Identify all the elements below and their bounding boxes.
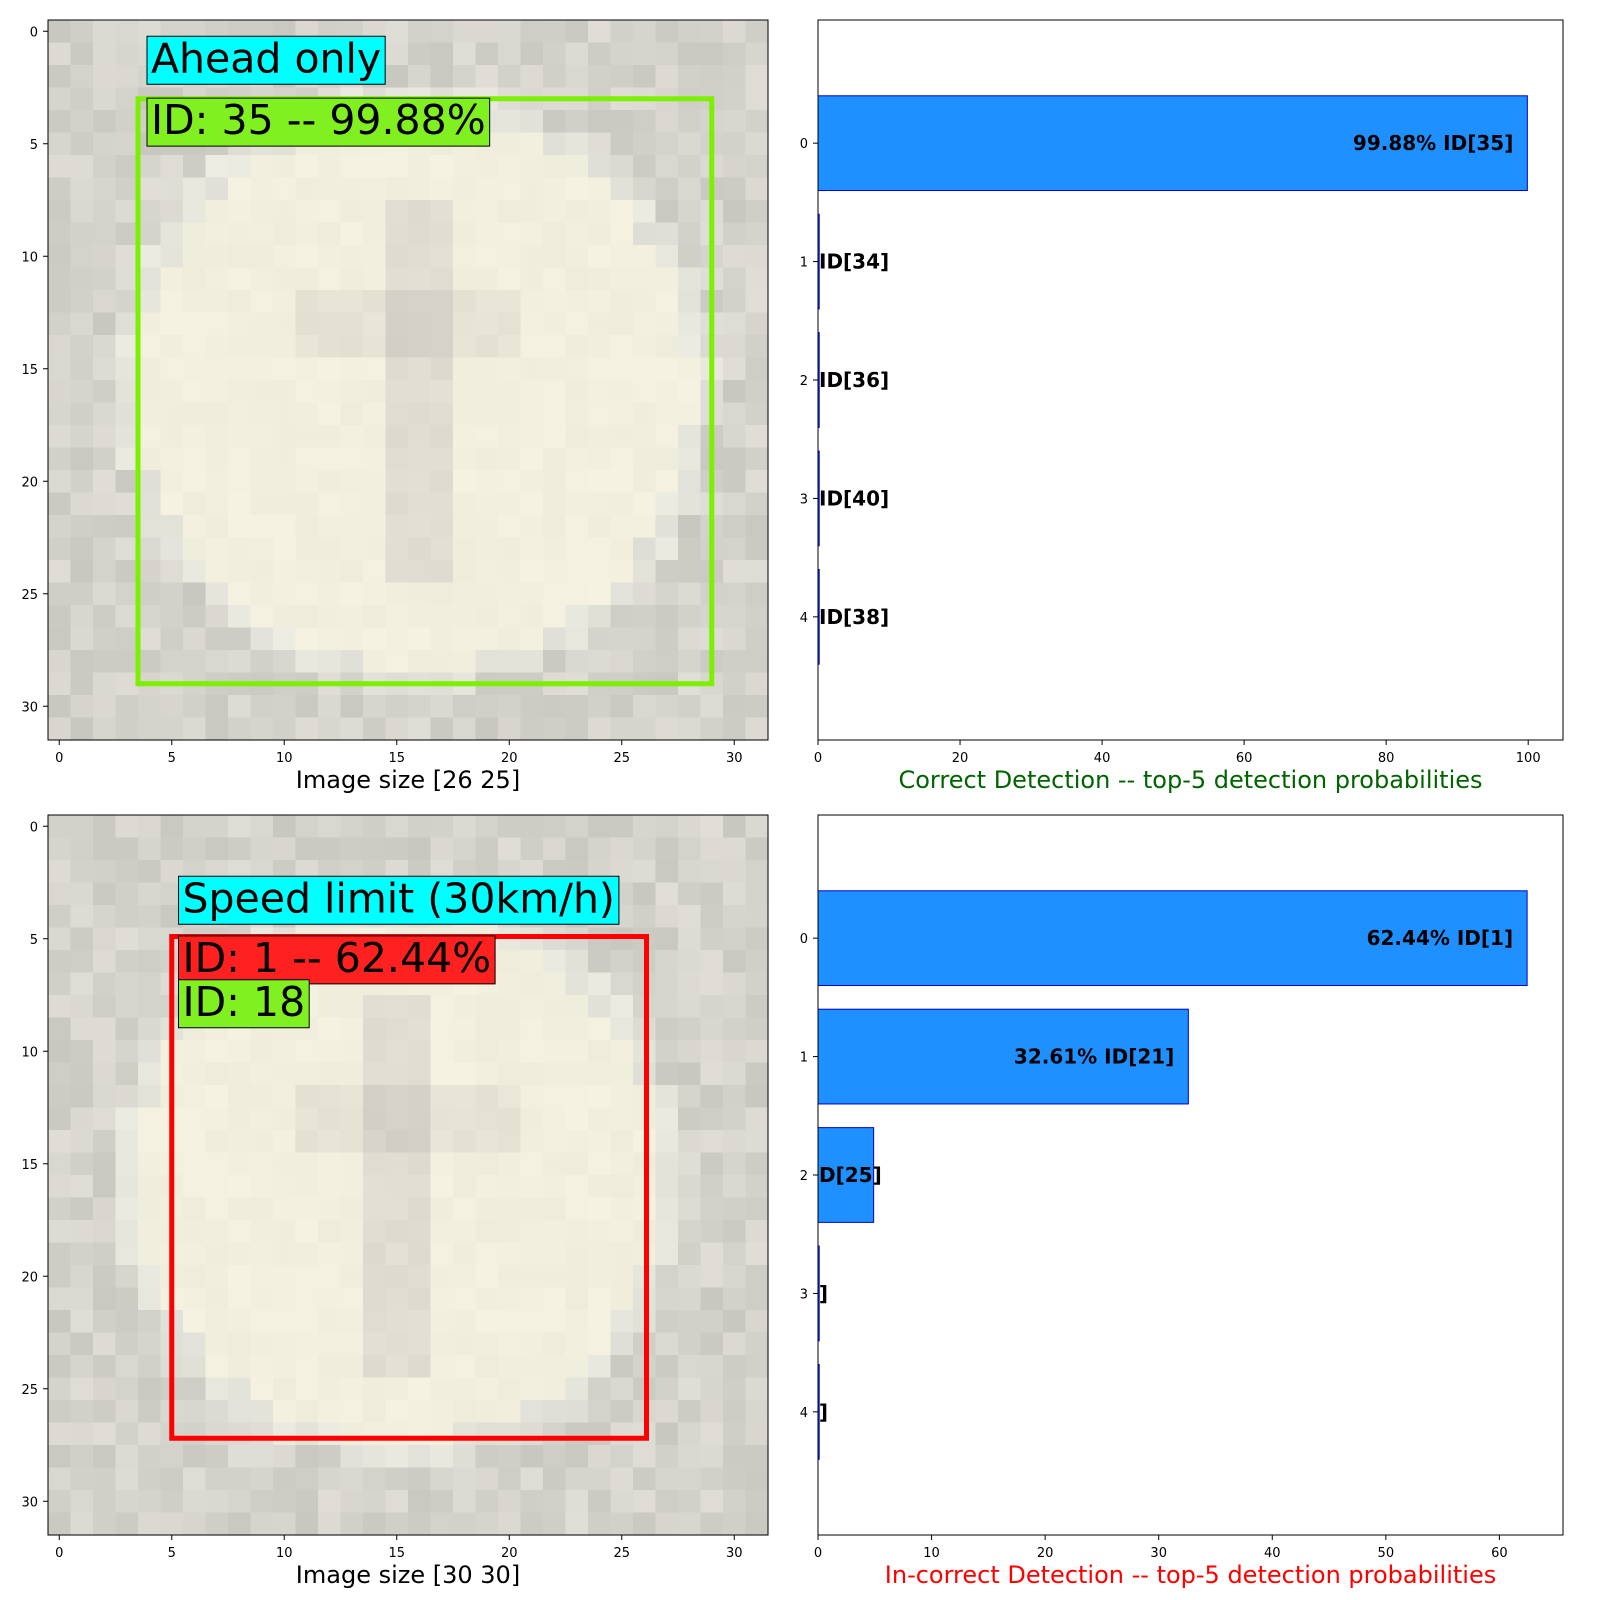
overlay-label-text: Ahead only xyxy=(151,34,381,82)
y-tick-label: 3 xyxy=(800,492,808,507)
y-tick-label: 20 xyxy=(21,1270,38,1285)
x-tick-label: 25 xyxy=(613,751,630,766)
overlay-label-1: ID: 35 -- 99.88% xyxy=(146,96,491,147)
overlay-label-bg xyxy=(178,875,620,925)
x-tick-label: 0 xyxy=(55,751,63,766)
x-tick-label: 15 xyxy=(388,1546,405,1561)
overlay-label-bg xyxy=(146,97,491,147)
x-tick-label: 0 xyxy=(814,1546,822,1561)
y-tick-label: 3 xyxy=(800,1287,808,1302)
y-tick-label: 1 xyxy=(800,1051,808,1066)
image-panel-1: Speed limit (30km/h) ID: 1 -- 62.44%ID: 1… xyxy=(21,814,769,1589)
overlay-label-bg xyxy=(178,935,496,985)
x-tick-label: 20 xyxy=(501,751,518,766)
overlay-label-1: ID: 1 -- 62.44% xyxy=(178,934,496,985)
overlay-label-2: ID: 18 xyxy=(178,978,310,1029)
chart-title: Correct Detection -- top-5 detection pro… xyxy=(898,766,1482,794)
x-tick-label: 10 xyxy=(276,1546,293,1561)
overlay-label-bg xyxy=(178,979,310,1029)
y-tick-label: 2 xyxy=(800,374,808,389)
x-tick-label: 0 xyxy=(814,751,822,766)
y-tick-label: 5 xyxy=(30,933,38,948)
y-tick-label: 15 xyxy=(21,363,38,378)
x-tick-label: 50 xyxy=(1378,1546,1395,1561)
y-tick-label: 1 xyxy=(800,256,808,271)
y-tick-label: 25 xyxy=(21,1383,38,1398)
y-tick-label: 0 xyxy=(30,820,38,835)
bar-value-label: ID[34] xyxy=(819,250,889,274)
y-tick-label: 0 xyxy=(800,932,808,947)
overlay-label-text: ID: 35 -- 99.88% xyxy=(151,96,486,144)
bar-value-label: 99.88% ID[35] xyxy=(1353,131,1513,155)
image-xlabel: Image size [30 30] xyxy=(296,1561,520,1589)
bar-value-label: ] xyxy=(819,1281,828,1305)
x-tick-label: 40 xyxy=(1264,1546,1281,1561)
y-tick-label: 30 xyxy=(21,700,38,715)
y-tick-label: 10 xyxy=(21,250,38,265)
x-tick-label: 30 xyxy=(726,751,743,766)
bar-0 xyxy=(817,95,1528,192)
bar-value-label: D[25] xyxy=(819,1163,882,1187)
y-tick-label: 4 xyxy=(800,1406,808,1421)
x-tick-label: 5 xyxy=(168,751,176,766)
x-tick-label: 5 xyxy=(168,1546,176,1561)
bar-chart-0: 99.88% ID[35]ID[34]ID[36]ID[40]ID[38]0 20… xyxy=(800,19,1564,794)
image-frame xyxy=(47,814,769,1536)
y-tick-label: 15 xyxy=(21,1158,38,1173)
x-tick-label: 20 xyxy=(952,751,969,766)
overlay-label-0: Speed limit (30km/h) xyxy=(178,874,620,925)
x-tick-label: 60 xyxy=(1236,751,1253,766)
y-tick-label: 0 xyxy=(800,137,808,152)
chart-title: In-correct Detection -- top-5 detection … xyxy=(885,1561,1496,1589)
x-tick-label: 15 xyxy=(388,751,405,766)
overlay-label-text: ID: 1 -- 62.44% xyxy=(183,934,492,982)
x-tick-label: 30 xyxy=(1150,1546,1167,1561)
x-tick-label: 100 xyxy=(1516,751,1541,766)
x-tick-label: 10 xyxy=(923,1546,940,1561)
image-frame xyxy=(47,19,769,741)
y-tick-label: 0 xyxy=(30,25,38,40)
bar-value-label: 32.61% ID[21] xyxy=(1014,1045,1174,1069)
overlay-label-0: Ahead only xyxy=(146,34,386,85)
y-tick-label: 20 xyxy=(21,475,38,490)
x-tick-label: 30 xyxy=(726,1546,743,1561)
x-tick-label: 80 xyxy=(1378,751,1395,766)
y-tick-label: 10 xyxy=(21,1045,38,1060)
x-tick-label: 25 xyxy=(613,1546,630,1561)
bar-value-label: 62.44% ID[1] xyxy=(1367,926,1514,950)
x-tick-label: 20 xyxy=(1037,1546,1054,1561)
bar-value-label: ] xyxy=(819,1400,828,1424)
overlay-label-bg xyxy=(146,35,386,85)
x-tick-label: 20 xyxy=(501,1546,518,1561)
bar-value-label: ID[36] xyxy=(819,368,889,392)
y-tick-label: 5 xyxy=(30,138,38,153)
x-tick-label: 0 xyxy=(55,1546,63,1561)
x-tick-label: 40 xyxy=(1094,751,1111,766)
x-tick-label: 60 xyxy=(1491,1546,1508,1561)
x-tick-label: 10 xyxy=(276,751,293,766)
overlay-label-text: ID: 18 xyxy=(183,978,306,1026)
bar-2 xyxy=(817,1127,875,1223)
y-tick-label: 25 xyxy=(21,588,38,603)
image-xlabel: Image size [26 25] xyxy=(296,766,520,794)
bar-value-label: ID[38] xyxy=(819,605,889,629)
image-pixels xyxy=(48,815,769,1536)
bar-chart-1: 62.44% ID[1]32.61% ID[21]D[25]]]0 10 20 30 4… xyxy=(800,814,1564,1589)
y-tick-label: 4 xyxy=(800,611,808,626)
y-tick-label: 2 xyxy=(800,1169,808,1184)
bar-value-label: ID[40] xyxy=(819,486,889,510)
y-tick-label: 30 xyxy=(21,1495,38,1510)
overlay-label-text: Speed limit (30km/h) xyxy=(183,874,615,922)
image-panel-0: Ahead only ID: 35 -- 99.88% 0 5 10 15 20 25 30 0 5… xyxy=(21,19,769,794)
